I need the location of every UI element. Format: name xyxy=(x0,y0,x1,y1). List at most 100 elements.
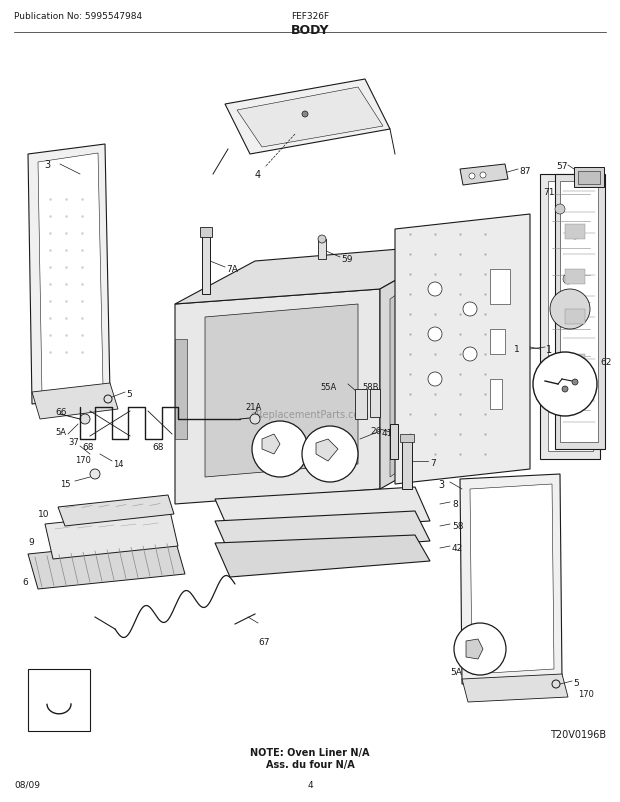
Text: 67: 67 xyxy=(258,638,270,646)
Polygon shape xyxy=(237,88,383,148)
Circle shape xyxy=(550,290,590,330)
Polygon shape xyxy=(462,674,568,702)
Text: 21: 21 xyxy=(316,469,328,479)
Text: 29: 29 xyxy=(264,460,276,468)
Text: FEF326F: FEF326F xyxy=(291,12,329,21)
Text: 68: 68 xyxy=(152,443,164,452)
Text: 26: 26 xyxy=(370,427,381,435)
Bar xyxy=(318,240,326,260)
Text: 4: 4 xyxy=(307,780,313,789)
Circle shape xyxy=(428,373,442,387)
Text: 7A: 7A xyxy=(226,265,238,273)
Text: 62: 62 xyxy=(600,358,611,367)
Polygon shape xyxy=(395,215,530,484)
Circle shape xyxy=(555,205,565,215)
Text: 68: 68 xyxy=(82,443,94,452)
Circle shape xyxy=(104,395,112,403)
Bar xyxy=(574,168,604,188)
Polygon shape xyxy=(28,145,110,404)
Polygon shape xyxy=(460,164,508,186)
Text: 1: 1 xyxy=(546,345,552,354)
Bar xyxy=(390,424,398,460)
Polygon shape xyxy=(215,512,430,555)
Text: 58: 58 xyxy=(452,521,464,530)
Circle shape xyxy=(463,302,477,317)
Text: 4: 4 xyxy=(255,170,261,180)
Circle shape xyxy=(469,174,475,180)
Text: 21A: 21A xyxy=(245,403,261,411)
Polygon shape xyxy=(175,290,380,504)
Text: 7: 7 xyxy=(430,459,436,468)
Bar xyxy=(400,435,414,443)
Text: 6: 6 xyxy=(22,577,28,586)
Polygon shape xyxy=(32,383,118,419)
Text: 37: 37 xyxy=(68,437,79,447)
Bar xyxy=(490,330,505,354)
Text: 1: 1 xyxy=(514,345,520,354)
Polygon shape xyxy=(470,484,554,674)
Text: 5: 5 xyxy=(126,390,132,399)
Text: 41: 41 xyxy=(382,428,393,437)
Polygon shape xyxy=(215,488,430,533)
Text: 3: 3 xyxy=(438,480,444,489)
Bar xyxy=(200,228,212,237)
Text: 27: 27 xyxy=(33,673,45,683)
Polygon shape xyxy=(540,175,600,460)
Bar xyxy=(370,390,380,418)
Circle shape xyxy=(480,172,486,179)
Circle shape xyxy=(454,623,506,675)
Polygon shape xyxy=(175,245,460,305)
Text: 08/09: 08/09 xyxy=(14,780,40,789)
Text: Ass. du four N/A: Ass. du four N/A xyxy=(265,759,355,769)
Polygon shape xyxy=(555,175,605,449)
Circle shape xyxy=(560,314,570,325)
Text: NOTE: Oven Liner N/A: NOTE: Oven Liner N/A xyxy=(250,747,370,757)
Text: 58B: 58B xyxy=(362,383,378,391)
Text: 87: 87 xyxy=(519,167,531,176)
Text: 5: 5 xyxy=(573,678,578,687)
Polygon shape xyxy=(225,80,390,155)
Text: 71: 71 xyxy=(543,188,554,196)
Circle shape xyxy=(428,282,442,297)
Circle shape xyxy=(555,354,585,384)
Polygon shape xyxy=(548,182,593,452)
Text: 63: 63 xyxy=(545,392,556,402)
Text: Publication No: 5995547984: Publication No: 5995547984 xyxy=(14,12,142,21)
Text: 42: 42 xyxy=(452,543,463,553)
Text: 14: 14 xyxy=(113,460,123,468)
Circle shape xyxy=(302,111,308,118)
Circle shape xyxy=(533,353,597,416)
Bar xyxy=(490,269,510,305)
Polygon shape xyxy=(380,245,460,489)
Circle shape xyxy=(90,469,100,480)
Circle shape xyxy=(318,236,326,244)
Polygon shape xyxy=(58,496,174,526)
Bar xyxy=(565,225,585,240)
Text: 59: 59 xyxy=(341,255,353,264)
Text: eReplacementParts.com: eReplacementParts.com xyxy=(250,410,370,419)
Bar xyxy=(565,269,585,285)
Bar xyxy=(565,310,585,325)
Polygon shape xyxy=(45,512,178,559)
Bar xyxy=(355,390,367,419)
Text: 3: 3 xyxy=(44,160,50,170)
Polygon shape xyxy=(316,439,338,461)
Bar xyxy=(578,172,600,184)
Polygon shape xyxy=(28,539,185,589)
Text: 57: 57 xyxy=(557,162,568,171)
Polygon shape xyxy=(205,305,358,477)
Text: 9: 9 xyxy=(28,537,33,546)
Polygon shape xyxy=(262,435,280,455)
Text: 10: 10 xyxy=(38,509,50,518)
Polygon shape xyxy=(466,639,483,659)
Text: BODY: BODY xyxy=(291,24,329,37)
Circle shape xyxy=(572,379,578,386)
Circle shape xyxy=(563,274,573,285)
Text: 170: 170 xyxy=(578,689,594,698)
Bar xyxy=(28,669,90,731)
Circle shape xyxy=(570,229,580,240)
Text: T20V0196B: T20V0196B xyxy=(550,729,606,739)
Text: 15: 15 xyxy=(60,480,71,488)
Circle shape xyxy=(252,422,308,477)
Bar xyxy=(202,229,210,294)
